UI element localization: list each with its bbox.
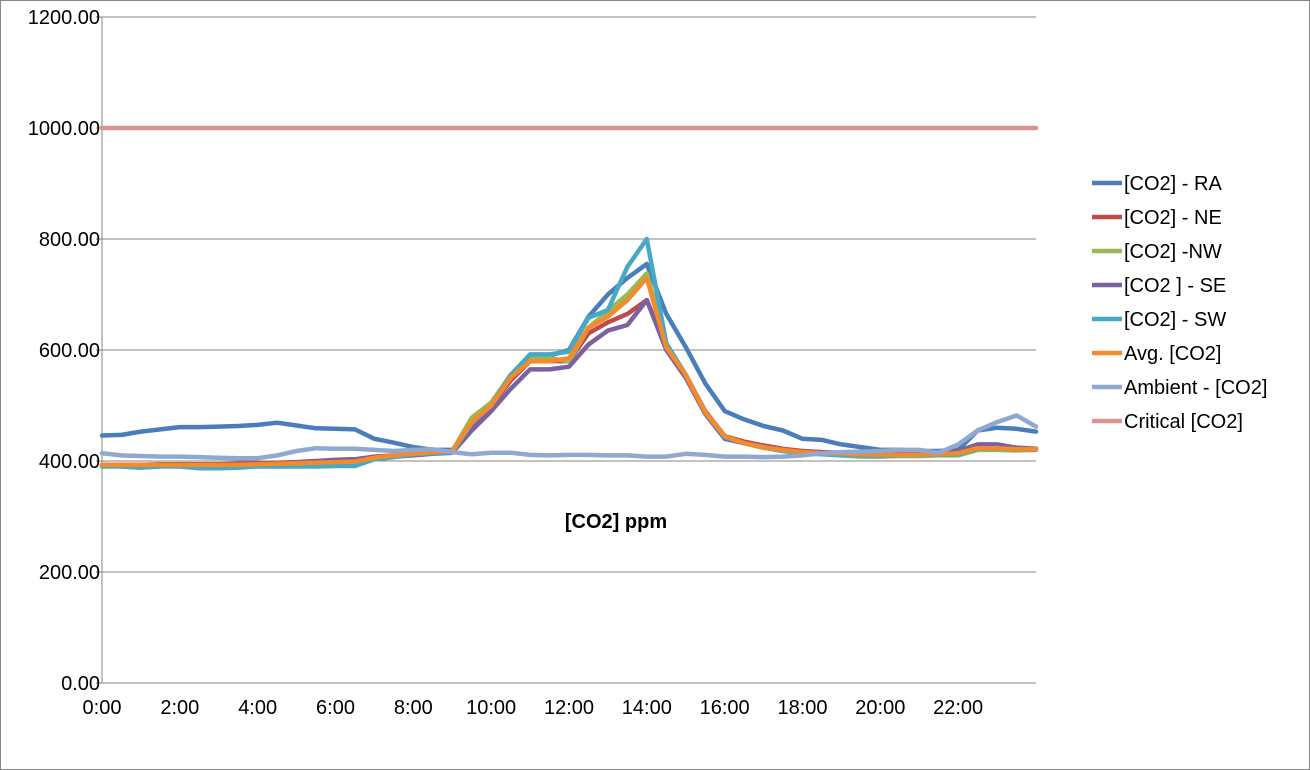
x-tick-label: 14:00 [622, 697, 672, 719]
x-tick-label: 20:00 [855, 697, 905, 719]
legend-label: Critical [CO2] [1124, 411, 1243, 433]
y-tick-label: 0.00 [61, 673, 100, 695]
chart-title: [CO2] ppm [565, 511, 667, 533]
legend: [CO2] - RA [CO2] - NE [CO2] -NW [CO2 ] - SE… [1092, 173, 1267, 433]
x-tick-label: 6:00 [316, 697, 355, 719]
series-line [99, 275, 1039, 468]
legend-label: [CO2] - RA [1124, 173, 1222, 195]
x-tick-label: 8:00 [394, 697, 433, 719]
y-tick-label: 200.00 [39, 562, 100, 584]
legend-label: Ambient - [CO2] [1124, 377, 1267, 399]
legend-label: Avg. [CO2] [1124, 343, 1221, 365]
x-tick-label: 18:00 [777, 697, 827, 719]
series-line [99, 413, 1039, 461]
legend-label: [CO2] - SW [1124, 309, 1226, 331]
x-tick-label: 2:00 [160, 697, 199, 719]
x-tick-label: 16:00 [700, 697, 750, 719]
y-tick-label: 400.00 [39, 451, 100, 473]
axis-layer: 0.00 200.00 400.00 600.00 800.00 1000.00 1200.… [28, 7, 983, 719]
y-tick-label: 1200.00 [28, 7, 100, 29]
y-tick-label: 600.00 [39, 340, 100, 362]
legend-label: [CO2 ] - SE [1124, 275, 1226, 297]
x-tick-label: 10:00 [466, 697, 516, 719]
x-tick-label: 4:00 [238, 697, 277, 719]
y-tick-label: 800.00 [39, 229, 100, 251]
x-tick-label: 22:00 [933, 697, 983, 719]
legend-label: [CO2] - NE [1124, 207, 1222, 229]
y-tick-label: 1000.00 [28, 118, 100, 140]
legend-label: [CO2] -NW [1124, 241, 1222, 263]
x-tick-label: 12:00 [544, 697, 594, 719]
x-tick-label: 0:00 [83, 697, 122, 719]
series-layer [99, 125, 1039, 471]
